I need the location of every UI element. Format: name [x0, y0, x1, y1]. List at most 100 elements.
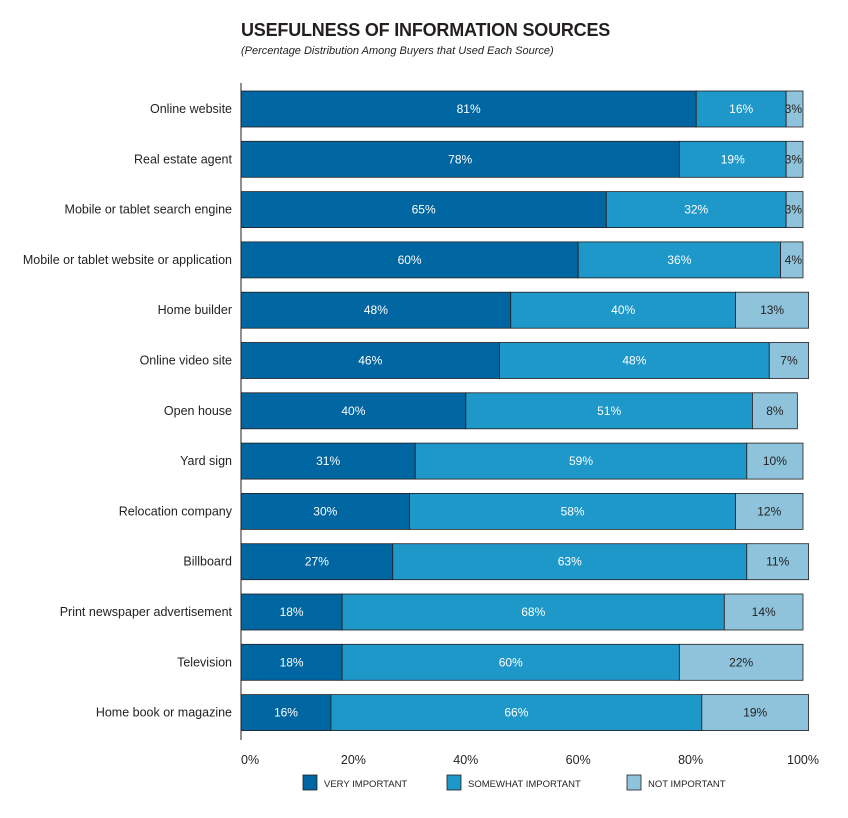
bar-not-important-yard-sign: [746, 442, 804, 480]
category-label-television: Television: [177, 655, 232, 669]
bar-somewhat-important-real-estate-agent: [678, 140, 787, 178]
data-label-somewhat-important-relocation-company: 58%: [561, 504, 585, 518]
bar-somewhat-important-yard-sign: [414, 442, 748, 480]
bar-not-important-television: [678, 643, 804, 681]
data-label-not-important-mobile-or-tablet-website-or-application: 4%: [785, 253, 803, 267]
legend-swatch-not-important: [626, 774, 642, 791]
data-label-not-important-relocation-company: 12%: [757, 504, 781, 518]
bar-very-important-online-website: [240, 90, 697, 128]
data-label-somewhat-important-home-builder: 40%: [611, 303, 635, 317]
bar-very-important-open-house: [240, 392, 467, 430]
data-label-somewhat-important-yard-sign: 59%: [569, 454, 593, 468]
bar-not-important-relocation-company: [735, 492, 804, 530]
bar-very-important-home-builder: [240, 291, 512, 329]
bar-somewhat-important-home-book-or-magazine: [330, 694, 703, 731]
bar-not-important-open-house: [752, 392, 798, 430]
data-label-somewhat-important-online-website: 16%: [729, 102, 753, 116]
category-label-home-builder: Home builder: [158, 303, 232, 317]
chart-subtitle: (Percentage Distribution Among Buyers th…: [241, 45, 554, 57]
category-label-print-newspaper-advertisement: Print newspaper advertisement: [60, 605, 233, 619]
bar-not-important-mobile-or-tablet-website-or-application: [780, 241, 804, 279]
data-label-very-important-relocation-company: 30%: [313, 504, 337, 518]
data-label-very-important-television: 18%: [280, 655, 304, 669]
legend-label-not-important: NOT IMPORTANT: [648, 779, 726, 790]
legend-label-somewhat-important: SOMEWHAT IMPORTANT: [468, 779, 581, 790]
bar-not-important-home-book-or-magazine: [701, 694, 810, 731]
category-label-mobile-or-tablet-search-engine: Mobile or tablet search engine: [65, 203, 233, 217]
bar-not-important-billboard: [746, 543, 810, 581]
data-label-somewhat-important-television: 60%: [499, 655, 523, 669]
category-label-mobile-or-tablet-website-or-application: Mobile or tablet website or application: [23, 253, 232, 267]
data-label-not-important-real-estate-agent: 3%: [785, 152, 803, 166]
data-label-somewhat-important-home-book-or-magazine: 66%: [504, 706, 528, 720]
x-tick-label-100: 100%: [787, 753, 819, 767]
data-label-somewhat-important-real-estate-agent: 19%: [721, 152, 745, 166]
data-label-not-important-television: 22%: [729, 655, 753, 669]
data-label-somewhat-important-open-house: 51%: [597, 404, 621, 418]
bar-not-important-print-newspaper-advertisement: [723, 593, 804, 631]
category-label-open-house: Open house: [164, 404, 232, 418]
data-label-not-important-online-website: 3%: [785, 102, 803, 116]
bar-not-important-real-estate-agent: [785, 140, 804, 178]
data-label-very-important-mobile-or-tablet-website-or-application: 60%: [398, 253, 422, 267]
data-label-not-important-mobile-or-tablet-search-engine: 3%: [785, 203, 803, 217]
bar-somewhat-important-television: [341, 643, 680, 681]
bar-very-important-online-video-site: [240, 342, 500, 379]
data-label-somewhat-important-print-newspaper-advertisement: 68%: [521, 605, 545, 619]
data-label-somewhat-important-online-video-site: 48%: [622, 354, 646, 368]
chart-title: USEFULNESS OF INFORMATION SOURCES: [241, 20, 611, 40]
data-label-very-important-mobile-or-tablet-search-engine: 65%: [412, 203, 436, 217]
x-tick-label-40: 40%: [453, 753, 478, 767]
bar-somewhat-important-open-house: [465, 392, 753, 430]
category-label-online-website: Online website: [150, 102, 232, 116]
bar-somewhat-important-online-video-site: [499, 342, 770, 379]
data-label-somewhat-important-mobile-or-tablet-search-engine: 32%: [684, 203, 708, 217]
data-label-very-important-print-newspaper-advertisement: 18%: [280, 605, 304, 619]
data-label-very-important-home-builder: 48%: [364, 303, 388, 317]
data-label-very-important-open-house: 40%: [341, 404, 365, 418]
x-tick-label-80: 80%: [678, 753, 703, 767]
category-label-home-book-or-magazine: Home book or magazine: [96, 706, 232, 720]
bar-very-important-mobile-or-tablet-website-or-application: [240, 241, 579, 279]
data-label-somewhat-important-mobile-or-tablet-website-or-application: 36%: [667, 253, 691, 267]
bar-somewhat-important-print-newspaper-advertisement: [341, 593, 725, 631]
data-label-not-important-print-newspaper-advertisement: 14%: [752, 605, 776, 619]
bar-not-important-home-builder: [735, 291, 810, 329]
category-label-online-video-site: Online video site: [140, 354, 232, 368]
bar-not-important-mobile-or-tablet-search-engine: [785, 191, 804, 229]
data-label-somewhat-important-billboard: 63%: [558, 555, 582, 569]
bar-somewhat-important-home-builder: [510, 291, 736, 329]
legend-label-very-important: VERY IMPORTANT: [324, 779, 407, 790]
category-label-billboard: Billboard: [183, 555, 232, 569]
data-label-not-important-home-book-or-magazine: 19%: [743, 706, 767, 720]
data-label-very-important-online-website: 81%: [457, 102, 481, 116]
bar-not-important-online-website: [785, 90, 804, 128]
data-label-not-important-open-house: 8%: [766, 404, 784, 418]
category-label-relocation-company: Relocation company: [119, 504, 233, 518]
data-label-not-important-online-video-site: 7%: [780, 354, 798, 368]
data-label-very-important-home-book-or-magazine: 16%: [274, 706, 298, 720]
data-label-not-important-billboard: 11%: [766, 555, 789, 569]
bar-not-important-online-video-site: [768, 342, 810, 379]
bar-somewhat-important-billboard: [392, 543, 748, 581]
category-label-yard-sign: Yard sign: [180, 454, 232, 468]
bar-very-important-real-estate-agent: [240, 140, 680, 178]
data-label-very-important-billboard: 27%: [305, 555, 329, 569]
bar-very-important-mobile-or-tablet-search-engine: [240, 191, 607, 229]
data-label-very-important-real-estate-agent: 78%: [448, 152, 472, 166]
x-tick-label-20: 20%: [341, 753, 366, 767]
data-label-very-important-yard-sign: 31%: [316, 454, 340, 468]
bar-somewhat-important-relocation-company: [409, 492, 736, 530]
data-label-not-important-home-builder: 13%: [760, 303, 784, 317]
legend-swatch-somewhat-important: [446, 774, 462, 791]
bar-somewhat-important-online-website: [695, 90, 787, 128]
category-label-real-estate-agent: Real estate agent: [134, 152, 233, 166]
x-tick-label-60: 60%: [566, 753, 591, 767]
x-tick-label-0: 0%: [241, 753, 259, 767]
bar-somewhat-important-mobile-or-tablet-website-or-application: [577, 241, 781, 279]
data-label-not-important-yard-sign: 10%: [763, 454, 787, 468]
data-label-very-important-online-video-site: 46%: [358, 354, 382, 368]
legend-swatch-very-important: [302, 774, 318, 791]
bar-very-important-relocation-company: [240, 492, 411, 530]
